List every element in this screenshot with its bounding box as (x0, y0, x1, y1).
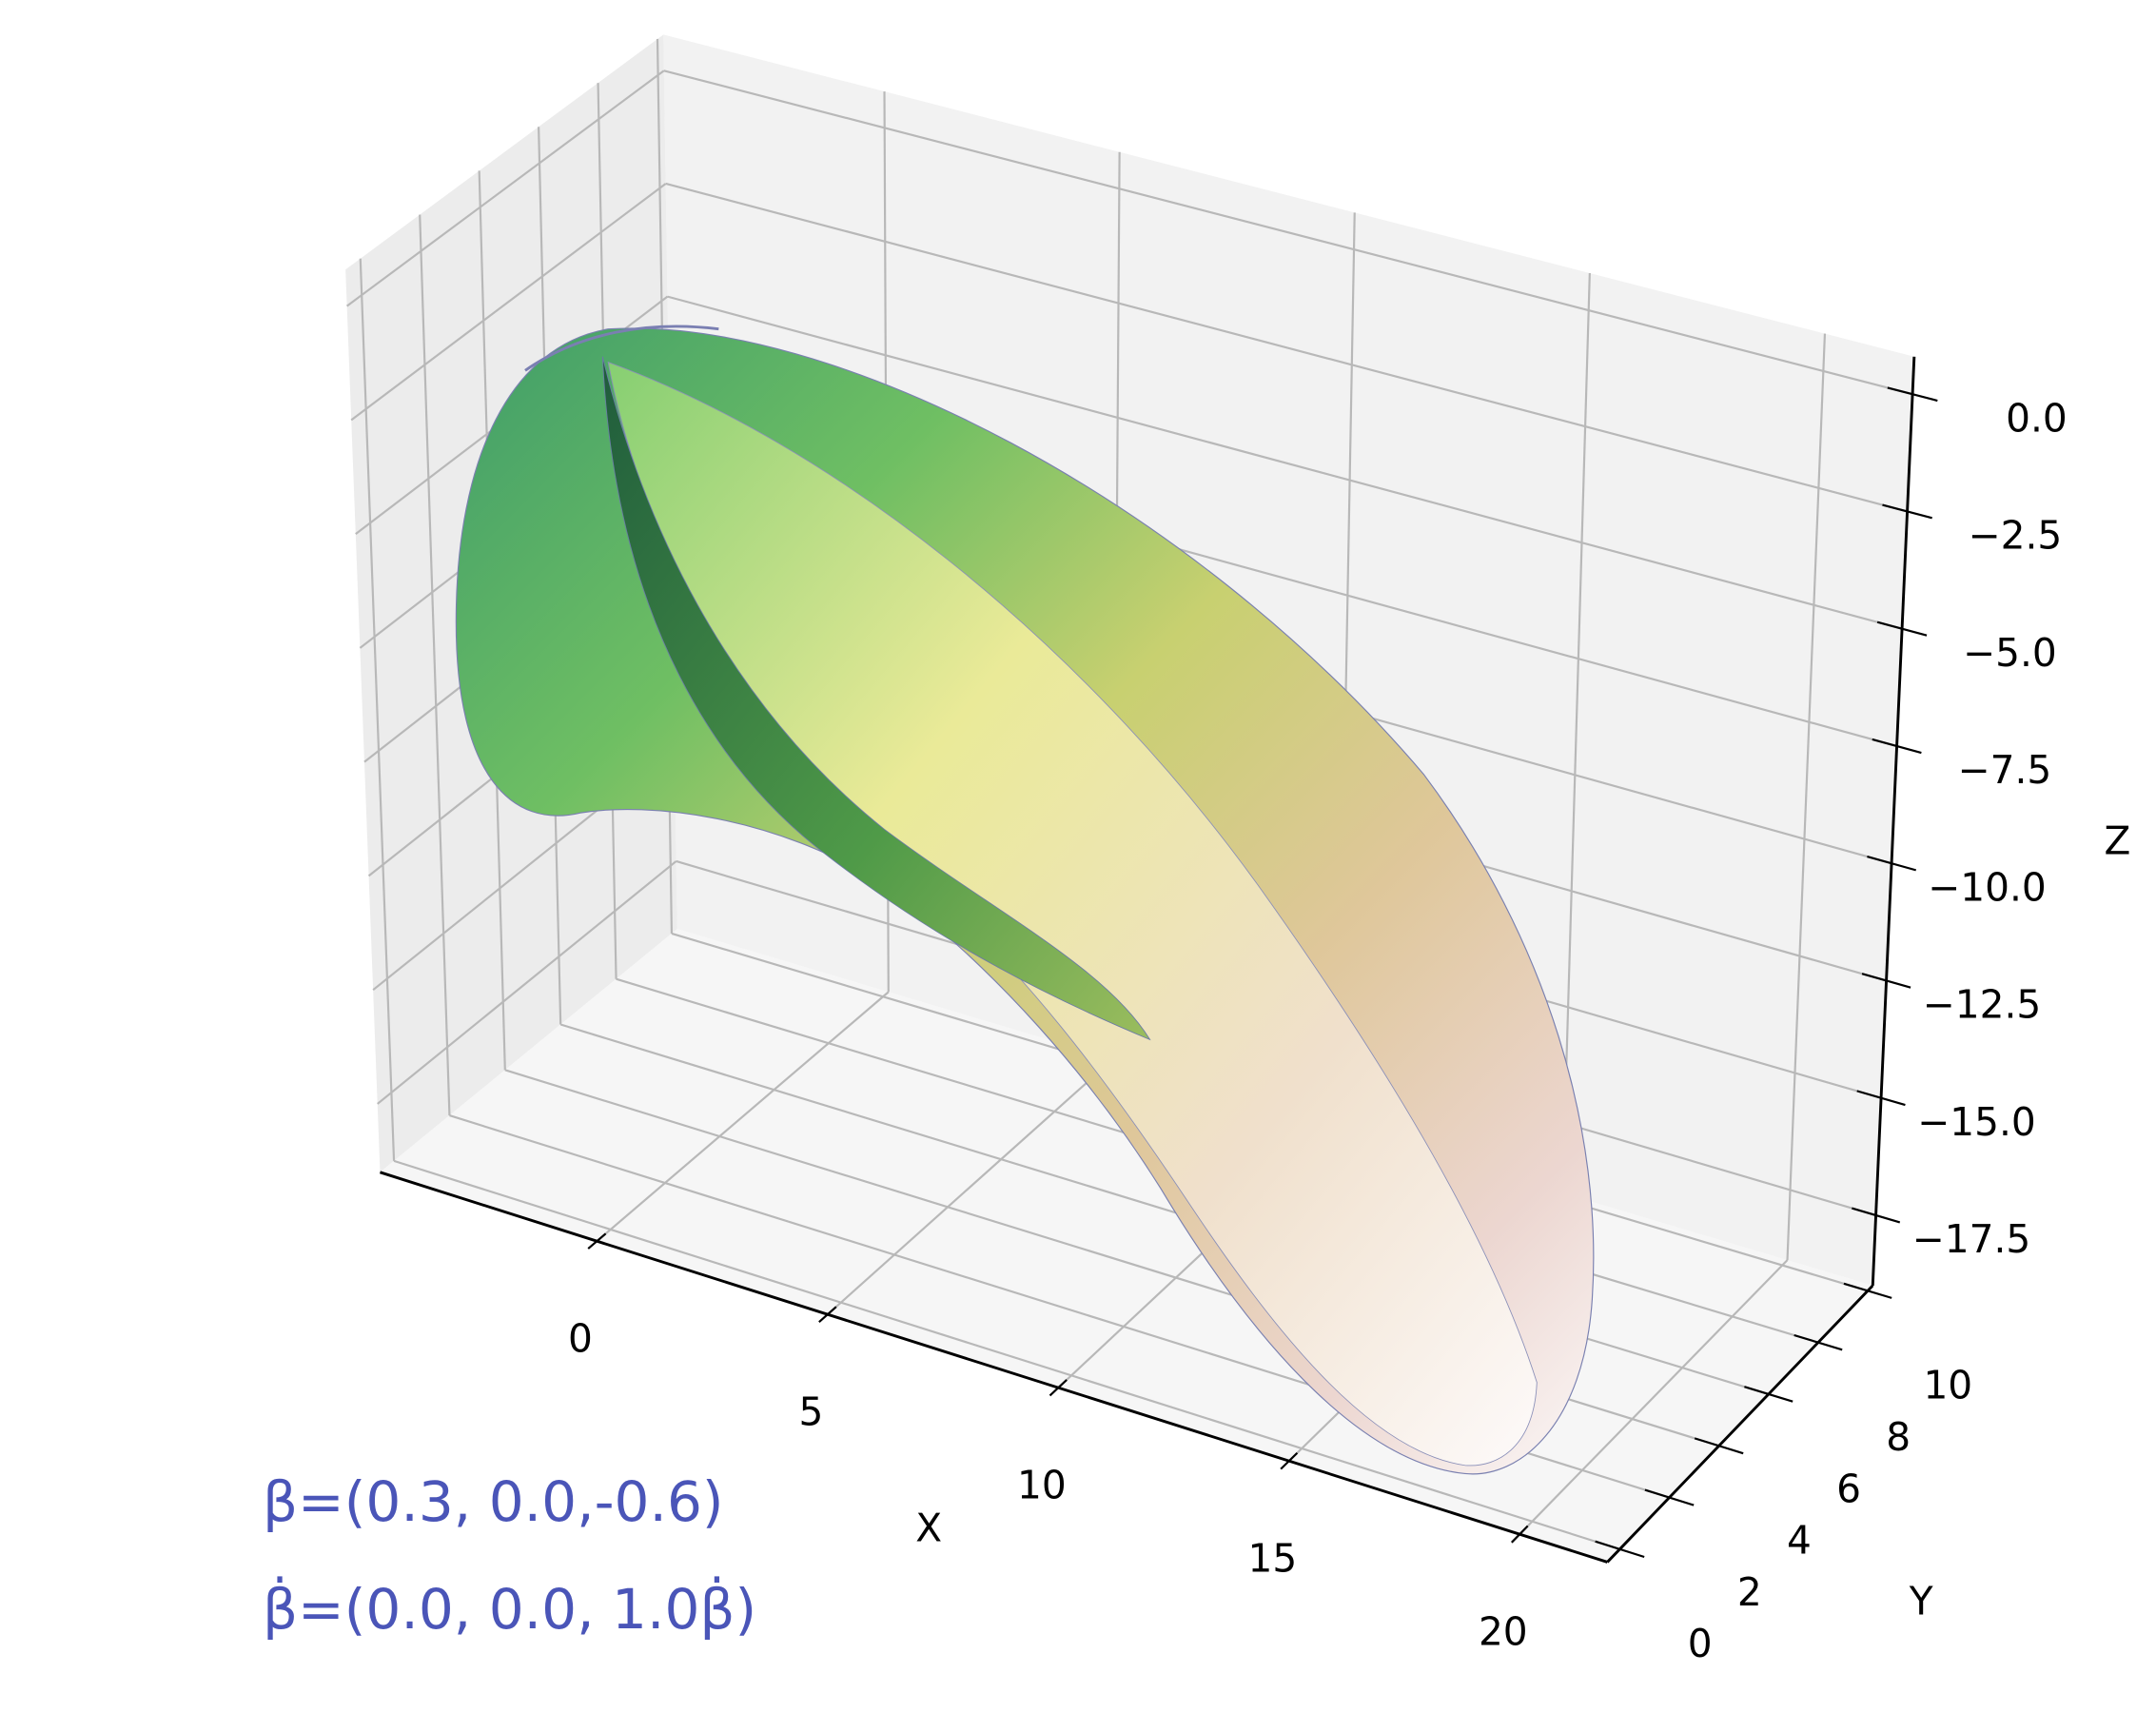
x-tick-label: 5 (798, 1388, 823, 1434)
z-tick-label: −15.0 (1917, 1099, 2036, 1145)
z-tick-label: −17.5 (1912, 1216, 2031, 1262)
y-tick-label: 2 (1737, 1569, 1762, 1615)
annotation: β=(0.3, 0.0,-0.6) (263, 1469, 724, 1534)
z-tick-label: −10.0 (1928, 864, 2047, 910)
z-tick-label: 0.0 (2006, 395, 2068, 441)
y-tick-label: 4 (1787, 1518, 1812, 1564)
z-tick-label: −7.5 (1958, 747, 2052, 793)
x-tick-label: 10 (1017, 1462, 1067, 1507)
grid-line (596, 991, 890, 1243)
z-axis-label: Z (2104, 818, 2130, 864)
z-tick-label: −2.5 (1969, 513, 2063, 559)
grid-line (663, 69, 1913, 396)
surface-rim (524, 325, 719, 372)
z-tick-label: −12.5 (1923, 982, 2042, 1028)
x-axis-label: X (915, 1506, 942, 1551)
z-axis (1871, 356, 1916, 1286)
y-tick-label: 6 (1836, 1466, 1861, 1511)
y-axis-label: Y (1909, 1579, 1933, 1624)
labels: X Y Z β=(0.3, 0.0,-0.6) β̇=(0.0, 0.0, 1.… (263, 395, 2130, 1666)
y-tick-label: 10 (1923, 1363, 1972, 1408)
grid-line (377, 860, 677, 1105)
x-tick-label: 0 (568, 1315, 593, 1361)
x-tick-label: 15 (1247, 1535, 1297, 1581)
grid-line (827, 1057, 1114, 1315)
plot-area: X Y Z β=(0.3, 0.0,-0.6) β̇=(0.0, 0.0, 1.… (263, 34, 2130, 1666)
x-axis (380, 1171, 1608, 1564)
grid-line (345, 69, 665, 307)
y-tick-label: 8 (1886, 1414, 1911, 1460)
grid-line (350, 183, 667, 422)
grid-line (1519, 1259, 1789, 1535)
surface-cusp (601, 356, 1151, 1041)
x-tick-label: 20 (1479, 1608, 1528, 1654)
grid-line (667, 295, 1903, 630)
annotation: β̇=(0.0, 0.0, 1.0β̇) (263, 1576, 756, 1643)
z-tick-label: −5.0 (1963, 630, 2057, 676)
y-tick-label: 0 (1688, 1621, 1713, 1666)
surface (455, 325, 1595, 1475)
grid-line (665, 182, 1908, 513)
y-axis (1606, 1284, 1874, 1564)
grid-line (393, 1159, 1620, 1550)
